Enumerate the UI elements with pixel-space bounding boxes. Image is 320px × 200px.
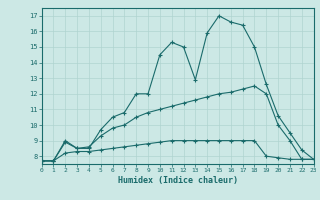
X-axis label: Humidex (Indice chaleur): Humidex (Indice chaleur) bbox=[118, 176, 237, 185]
